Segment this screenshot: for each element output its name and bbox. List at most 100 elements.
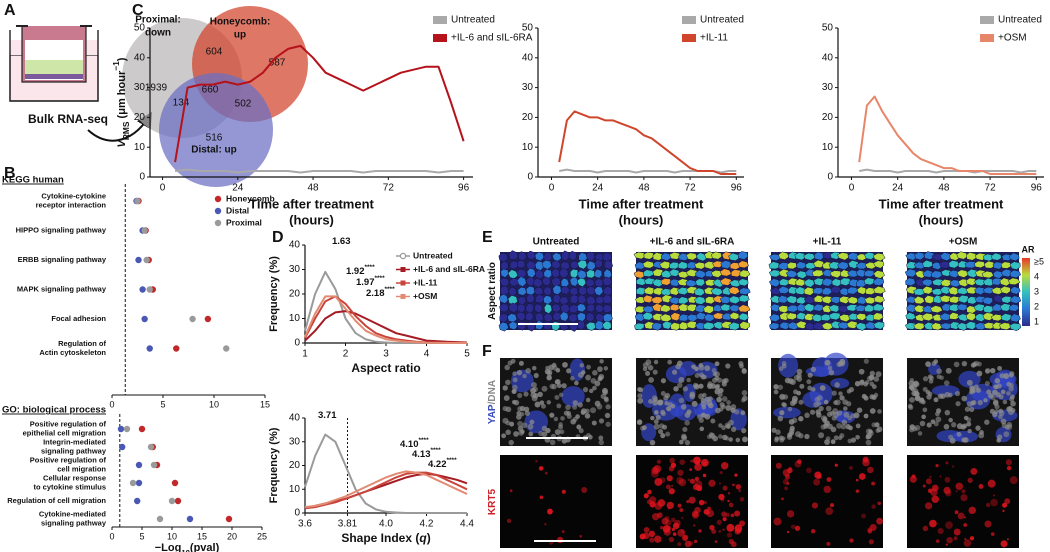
nucleus xyxy=(839,395,845,401)
cell xyxy=(811,269,824,277)
cell xyxy=(569,294,579,304)
nucleus xyxy=(554,429,561,435)
nucleus xyxy=(865,428,872,435)
nucleus xyxy=(721,396,728,402)
venn-label: down xyxy=(145,28,171,39)
nucleus xyxy=(714,371,720,378)
krt5-signal xyxy=(929,475,932,479)
cell xyxy=(913,304,926,313)
krt5-signal xyxy=(679,508,684,513)
category-line: Regulation of xyxy=(58,339,106,348)
cell xyxy=(525,311,534,322)
nucleus xyxy=(830,426,837,433)
yap-image xyxy=(907,358,1019,446)
y-tick-label: 40 xyxy=(289,240,301,251)
dot xyxy=(134,497,141,505)
nucleus xyxy=(532,386,538,392)
cell xyxy=(863,252,876,260)
nucleus xyxy=(710,383,716,389)
nucleus xyxy=(955,401,961,407)
cell xyxy=(516,276,527,287)
krt5-signal xyxy=(861,513,866,519)
nucleus xyxy=(741,428,747,434)
krt5-signal xyxy=(773,517,782,526)
annotation-stars: **** xyxy=(431,447,442,454)
yap-image xyxy=(500,358,612,446)
yap-signal xyxy=(830,377,850,389)
nucleus xyxy=(992,389,998,396)
krt5-signal xyxy=(813,478,821,486)
nucleus xyxy=(537,391,543,398)
x-tick-label: 3.6 xyxy=(298,519,312,530)
dot xyxy=(156,515,164,523)
cell xyxy=(586,269,596,279)
krt5-signal xyxy=(1002,509,1005,513)
y-tick-label: 20 xyxy=(289,289,301,300)
cell xyxy=(847,260,860,269)
nucleus xyxy=(1003,431,1010,438)
nucleus xyxy=(873,376,880,382)
krt5-signal xyxy=(727,492,731,495)
nucleus xyxy=(503,395,510,402)
label-part: ) xyxy=(427,531,431,545)
panel-letter: D xyxy=(272,229,284,246)
x-tick-label: 10 xyxy=(209,399,219,409)
nucleus xyxy=(810,366,817,373)
venn-label: Proximal: xyxy=(135,15,181,26)
y-tick-label: 30 xyxy=(134,82,146,93)
nucleus xyxy=(576,424,582,430)
krt5-signal xyxy=(735,484,742,490)
cell xyxy=(712,321,724,330)
cell xyxy=(812,287,824,295)
krt5-signal xyxy=(688,496,696,504)
krt5-signal xyxy=(985,502,991,508)
cell xyxy=(1010,295,1022,304)
cell xyxy=(644,277,656,285)
nucleus xyxy=(525,368,532,374)
cell xyxy=(778,278,790,287)
cell xyxy=(729,312,740,320)
cell xyxy=(738,312,749,321)
y-tick-label: 40 xyxy=(522,52,534,63)
nucleus xyxy=(860,379,865,384)
cell xyxy=(719,277,732,286)
krt5-signal xyxy=(653,465,662,473)
legend-label: +IL-6 and sIL-6RA xyxy=(451,33,533,44)
x-tick-label: 96 xyxy=(458,183,470,194)
dot xyxy=(129,479,137,487)
nucleus xyxy=(652,369,658,375)
nucleus xyxy=(541,431,548,438)
cell xyxy=(768,261,781,270)
venn-label: Honeycomb: xyxy=(210,17,271,28)
series-line xyxy=(304,295,467,344)
category-line: Focal adhesion xyxy=(51,314,106,323)
cell xyxy=(560,285,570,295)
nucleus xyxy=(926,422,932,428)
dot xyxy=(223,345,230,352)
legend-marker xyxy=(400,294,406,299)
y-tick-label: 50 xyxy=(134,23,146,34)
krt5-signal xyxy=(668,536,675,543)
nucleus xyxy=(742,436,748,443)
nucleus xyxy=(519,412,525,417)
nucleus xyxy=(956,423,963,430)
nucleus xyxy=(796,368,803,375)
nucleus xyxy=(715,407,721,414)
culture-insert xyxy=(9,25,99,102)
category-line: Positive regulation of xyxy=(30,455,107,464)
nucleus xyxy=(967,428,972,434)
nucleus xyxy=(598,375,604,381)
krt5-signal xyxy=(672,532,677,536)
row-label-part: Aspect ratio xyxy=(487,262,498,320)
column-title: +OSM xyxy=(949,237,978,248)
dot xyxy=(117,425,125,433)
cell xyxy=(779,321,791,330)
krt5-signal xyxy=(654,535,662,543)
cell xyxy=(585,321,596,331)
krt5-signal xyxy=(925,478,932,485)
legend-label: +IL-11 xyxy=(413,277,438,287)
cell xyxy=(769,322,780,330)
venn-count: 516 xyxy=(206,133,223,144)
cell xyxy=(958,294,970,304)
cell xyxy=(948,286,960,296)
